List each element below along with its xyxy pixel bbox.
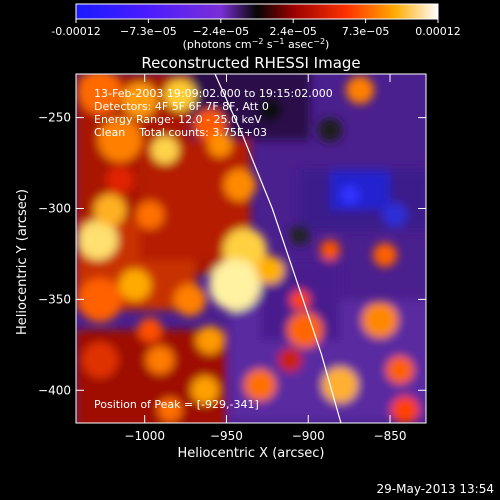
annotations: 13-Feb-2003 19:09:02.000 to 19:15:02.000… bbox=[94, 87, 333, 411]
annotation-clean: Clean Total counts: 3.75E+03 bbox=[94, 126, 267, 139]
colorbar bbox=[75, 3, 439, 20]
annotation-energy: Energy Range: 12.0 - 25.0 keV bbox=[94, 113, 262, 126]
colorbar-tick-label: −7.3e−05 bbox=[120, 25, 177, 38]
solar-limb-curve bbox=[214, 74, 342, 423]
x-tick-label: −900 bbox=[292, 429, 325, 443]
colorbar-tick-label: 2.4e−05 bbox=[269, 25, 316, 38]
annotation-time: 13-Feb-2003 19:09:02.000 to 19:15:02.000 bbox=[94, 87, 333, 100]
chart-title: Reconstructed RHESSI Image bbox=[141, 54, 360, 72]
footer-date: 29-May-2013 13:54 bbox=[376, 482, 494, 496]
x-axis-label: Heliocentric X (arcsec) bbox=[178, 446, 325, 461]
colorbar-tick-label: -0.00012 bbox=[51, 25, 100, 38]
colorbar-tick-label: −2.4e−05 bbox=[192, 25, 249, 38]
annotation-detectors: Detectors: 4F 5F 6F 7F 8F, Att 0 bbox=[94, 100, 269, 113]
colorbar-tick-label: 0.00012 bbox=[415, 25, 461, 38]
y-tick-label: −400 bbox=[38, 383, 71, 397]
colorbar-ticks: -0.00012 −7.3e−05 −2.4e−05 2.4e−05 7.3e−05 0.… bbox=[51, 19, 461, 38]
axis-ticks: −1000 −950 −900 −850 −400 −350 −300 −250 bbox=[38, 74, 426, 443]
y-axis-label: Heliocentric Y (arcsec) bbox=[15, 189, 30, 335]
y-tick-label: −350 bbox=[38, 292, 71, 306]
y-tick-label: −250 bbox=[38, 111, 71, 125]
x-tick-label: −950 bbox=[210, 429, 243, 443]
y-tick-label: −300 bbox=[38, 202, 71, 216]
x-tick-label: −1000 bbox=[124, 429, 165, 443]
plot-frame bbox=[75, 73, 427, 424]
x-tick-label: −850 bbox=[374, 429, 407, 443]
colorbar-tick-label: 7.3e−05 bbox=[342, 25, 389, 38]
colorbar-units: (photons cm−2 s−1 asec−2) bbox=[183, 37, 330, 51]
annotation-peak: Position of Peak = [-929,-341] bbox=[94, 398, 259, 411]
heatmap-area bbox=[76, 74, 426, 423]
